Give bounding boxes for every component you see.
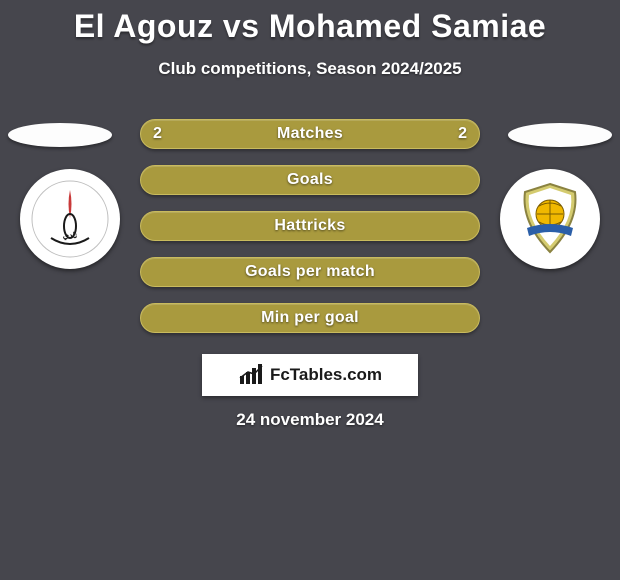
bar-matches-label: Matches	[277, 125, 343, 143]
date-text: 24 november 2024	[0, 410, 620, 430]
left-team-badge: نادي	[20, 169, 120, 269]
stat-bars: 2 Matches 2 Goals Hattricks Goals per ma…	[140, 119, 480, 349]
bar-goals-label: Goals	[287, 171, 333, 189]
bar-mpg-label: Min per goal	[261, 309, 359, 327]
enppi-crest-icon: نادي	[31, 180, 109, 258]
bar-matches-left: 2	[153, 125, 162, 143]
bar-mpg: Min per goal	[140, 303, 480, 333]
bar-matches: 2 Matches 2	[140, 119, 480, 149]
subtitle: Club competitions, Season 2024/2025	[0, 59, 620, 79]
bar-goals: Goals	[140, 165, 480, 195]
left-name-pill	[8, 123, 112, 147]
watermark-box: FcTables.com	[202, 354, 418, 396]
page-title: El Agouz vs Mohamed Samiae	[0, 0, 620, 45]
watermark-text: FcTables.com	[270, 365, 382, 385]
right-team-badge	[500, 169, 600, 269]
right-name-pill	[508, 123, 612, 147]
bar-gpm: Goals per match	[140, 257, 480, 287]
bar-hattricks: Hattricks	[140, 211, 480, 241]
ismaily-crest-icon	[509, 178, 591, 260]
svg-text:نادي: نادي	[63, 231, 78, 241]
bar-hattricks-label: Hattricks	[274, 217, 345, 235]
bar-matches-right: 2	[458, 125, 467, 143]
bars-icon	[238, 364, 266, 386]
bar-gpm-label: Goals per match	[245, 263, 375, 281]
